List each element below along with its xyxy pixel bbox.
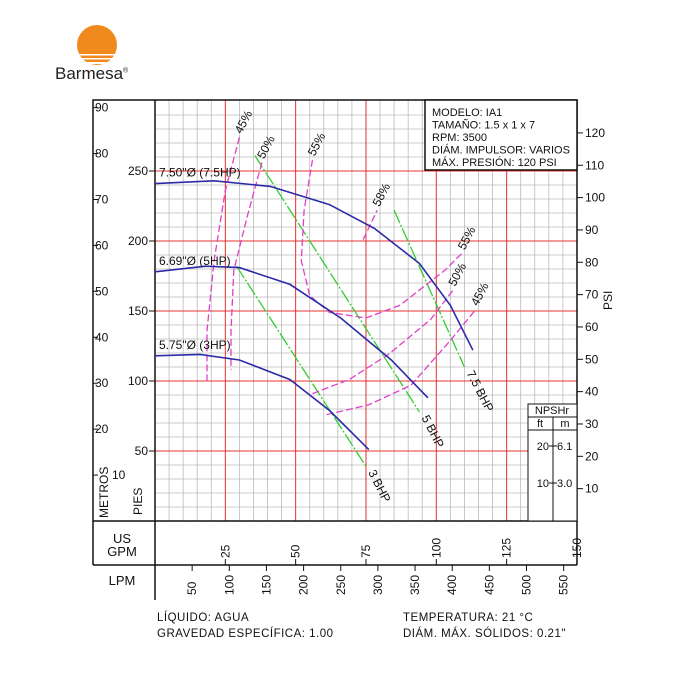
impeller-label: 5.75"Ø (3HP) [159, 338, 231, 352]
feet-tick-label: 200 [128, 234, 148, 248]
feet-tick-label: 150 [128, 304, 148, 318]
lpm-tick-label: 500 [520, 575, 534, 595]
brand-reg: ® [123, 67, 129, 75]
psi-tick-label: 20 [585, 449, 599, 463]
lpm-tick-label: 100 [222, 575, 236, 595]
npsh-ft-value: 20 [537, 441, 549, 453]
impeller-curve [154, 353, 370, 451]
impeller-curve [154, 265, 429, 399]
gpm-tick-label: 50 [289, 544, 303, 558]
meter-tick-label: 20 [95, 422, 109, 436]
lpm-tick-label: 350 [408, 575, 422, 595]
x-axis-label-lpm: LPM [109, 573, 136, 588]
lpm-tick-label: 200 [297, 575, 311, 595]
info-line: MÁX. PRESIÓN: 120 PSI [432, 156, 557, 169]
meter-tick-label: 70 [95, 192, 109, 206]
y-axis-label-meters: METROS [97, 467, 111, 518]
meter-tick-label: 50 [95, 284, 109, 298]
psi-tick-label: 10 [585, 482, 599, 496]
efficiency-curve [300, 159, 463, 319]
npsh-m-value: 3.0 [557, 478, 572, 490]
feet-tick-label: 250 [128, 164, 148, 178]
feet-tick-label: 50 [135, 444, 149, 458]
info-box [424, 99, 578, 171]
impeller-label: 7.50"Ø (7.5HP) [159, 166, 241, 180]
npsh-col-m: m [560, 418, 569, 430]
info-line: DIÁM. IMPULSOR: VARIOS [432, 144, 570, 157]
feet-tick-label: 100 [128, 374, 148, 388]
psi-tick-label: 60 [585, 320, 599, 334]
impeller-curve [154, 179, 474, 351]
footer-liquid: LÍQUIDO: AGUA [157, 612, 250, 624]
bhp-label: 7.5 BHP [464, 368, 497, 414]
efficiency-curve [312, 289, 454, 395]
brand-name: Barmesa® [55, 64, 128, 84]
footer-temperature: TEMPERATURA: 21 °C [403, 612, 534, 624]
gpm-tick-label: 25 [218, 544, 232, 558]
npsh-col-ft: ft [537, 418, 543, 430]
lpm-tick-label: 150 [259, 575, 273, 595]
meter-tick-label: 10 [112, 468, 126, 482]
impeller-label: 6.69"Ø (5HP) [159, 254, 231, 268]
psi-tick-label: 50 [585, 352, 599, 366]
npsh-ft-value: 10 [537, 478, 549, 490]
lpm-tick-label: 450 [482, 575, 496, 595]
info-line: TAMAÑO: 1.5 x 1 x 7 [432, 119, 535, 132]
psi-tick-label: 40 [585, 385, 599, 399]
psi-tick-label: 100 [585, 191, 605, 205]
chart-frame [92, 99, 578, 522]
efficiency-curve [206, 137, 241, 383]
bhp-line [393, 209, 465, 368]
lpm-tick-label: 300 [371, 575, 385, 595]
efficiency-label: 50% [445, 260, 469, 288]
psi-tick-label: 110 [585, 158, 604, 172]
lpm-tick-label: 550 [557, 575, 571, 595]
efficiency-curve [326, 309, 477, 416]
lpm-tick-label: 50 [185, 581, 199, 595]
lpm-tick-label: 400 [445, 575, 459, 595]
gpm-tick-label: 100 [429, 538, 443, 558]
efficiency-label: 55% [305, 130, 329, 158]
footer-gravity: GRAVEDAD ESPECÍFICA: 1.00 [157, 628, 334, 640]
bhp-line [254, 155, 420, 413]
efficiency-curve [230, 162, 263, 370]
gpm-tick-label: 75 [359, 544, 373, 558]
meter-tick-label: 90 [95, 101, 109, 115]
y-axis-label-feet: PIES [131, 488, 145, 515]
meter-tick-label: 80 [95, 147, 109, 161]
efficiency-label: 45% [232, 108, 256, 136]
psi-tick-label: 90 [585, 223, 599, 237]
bhp-label: 3 BHP [365, 467, 393, 504]
psi-tick-label: 30 [585, 417, 599, 431]
efficiency-label: 55% [455, 224, 479, 252]
meter-tick-label: 60 [95, 238, 109, 252]
lpm-tick-label: 250 [334, 575, 348, 595]
info-line: RPM: 3500 [432, 132, 487, 144]
psi-tick-label: 70 [585, 288, 599, 302]
footer-solids: DIÁM. MÁX. SÓLIDOS: 0.21" [403, 628, 566, 640]
efficiency-curve [362, 209, 378, 240]
psi-tick-label: 120 [585, 126, 605, 140]
bhp-label: 5 BHP [419, 413, 447, 450]
info-line: MODELO: IA1 [432, 107, 502, 119]
meter-tick-label: 30 [95, 376, 109, 390]
npsh-title: NPSHr [535, 405, 570, 417]
x-axis-label-us: US [113, 531, 131, 546]
efficiency-label: 45% [468, 280, 492, 308]
brand-text: Barmesa [55, 64, 124, 83]
gpm-tick-label: 125 [500, 538, 514, 558]
gpm-tick-label: 150 [570, 538, 584, 558]
y-axis-label-psi: PSI [601, 291, 615, 310]
x-axis-label-gpm: GPM [107, 544, 137, 559]
npsh-m-value: 6.1 [557, 441, 572, 453]
psi-tick-label: 80 [585, 255, 599, 269]
meter-tick-label: 40 [95, 330, 109, 344]
